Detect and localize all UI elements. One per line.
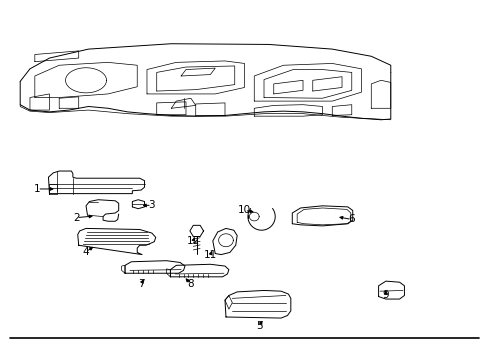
Text: 1: 1 [34,184,41,194]
Text: 10: 10 [238,206,250,216]
Text: 2: 2 [73,213,80,222]
Text: 4: 4 [82,247,89,257]
Text: 5: 5 [255,321,262,331]
Text: 12: 12 [186,236,200,246]
Text: 8: 8 [187,279,194,289]
Text: 6: 6 [348,215,354,224]
Text: 9: 9 [382,290,388,300]
Text: 7: 7 [138,279,144,289]
Text: 3: 3 [148,200,155,210]
Text: 11: 11 [203,250,217,260]
